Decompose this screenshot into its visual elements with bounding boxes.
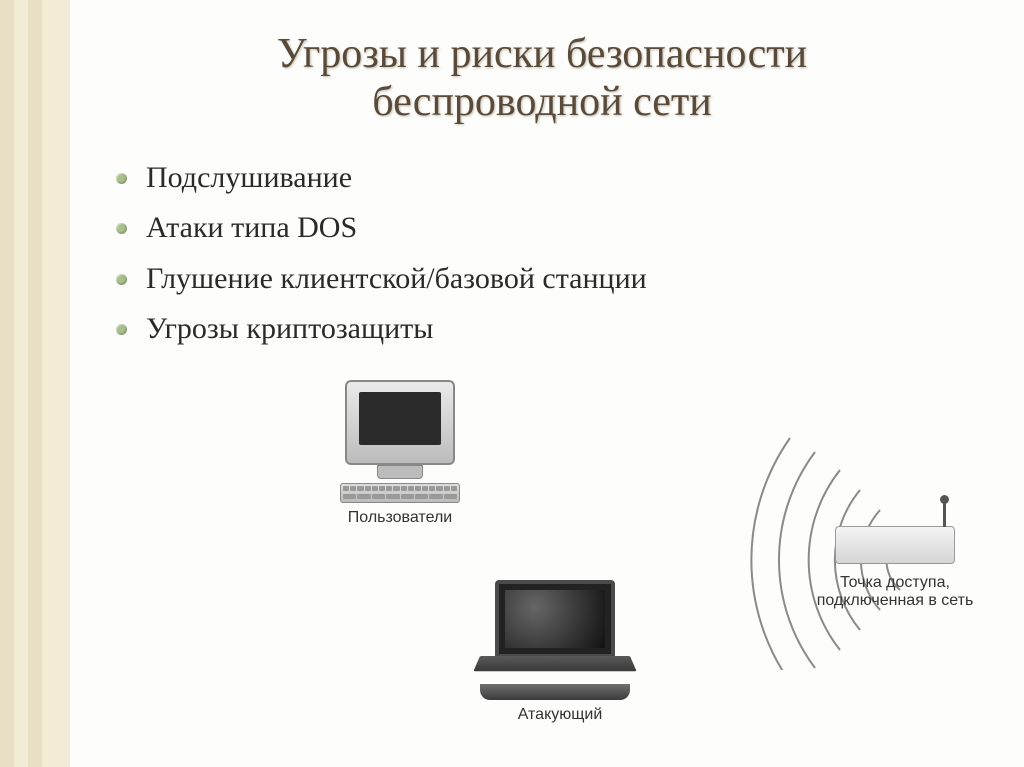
page-title: Угрозы и риски безопасности беспроводной… — [100, 30, 984, 127]
attacker-label: Атакующий — [480, 706, 640, 724]
ap-label-line-1: Точка доступа, — [840, 574, 950, 591]
router-icon — [835, 526, 955, 564]
bullet-item: Угрозы криптозащиты — [110, 306, 984, 353]
network-diagram: Пользователи Атакующий Точка доступа, по… — [250, 370, 990, 740]
laptop-icon — [480, 580, 630, 700]
diagram-node-access-point: Точка доступа, подключенная в сеть — [810, 498, 980, 610]
user-label: Пользователи — [330, 509, 470, 527]
keyboard-icon — [340, 483, 460, 503]
bullet-item: Атаки типа DOS — [110, 205, 984, 252]
monitor-stand-icon — [377, 465, 423, 479]
antenna-icon — [943, 501, 946, 527]
bullet-item: Подслушивание — [110, 155, 984, 202]
diagram-node-attacker: Атакующий — [480, 580, 640, 724]
ap-label-line-2: подключенная в сеть — [817, 592, 974, 609]
bullet-list: Подслушивание Атаки типа DOS Глушение кл… — [100, 155, 984, 353]
diagram-node-user: Пользователи — [330, 380, 470, 527]
slide: Угрозы и риски безопасности беспроводной… — [0, 0, 1024, 767]
monitor-icon — [345, 380, 455, 465]
title-line-2: беспроводной сети — [372, 79, 711, 125]
ap-label: Точка доступа, подключенная в сеть — [810, 574, 980, 610]
bullet-item: Глушение клиентской/базовой станции — [110, 256, 984, 303]
title-line-1: Угрозы и риски безопасности — [277, 31, 807, 77]
